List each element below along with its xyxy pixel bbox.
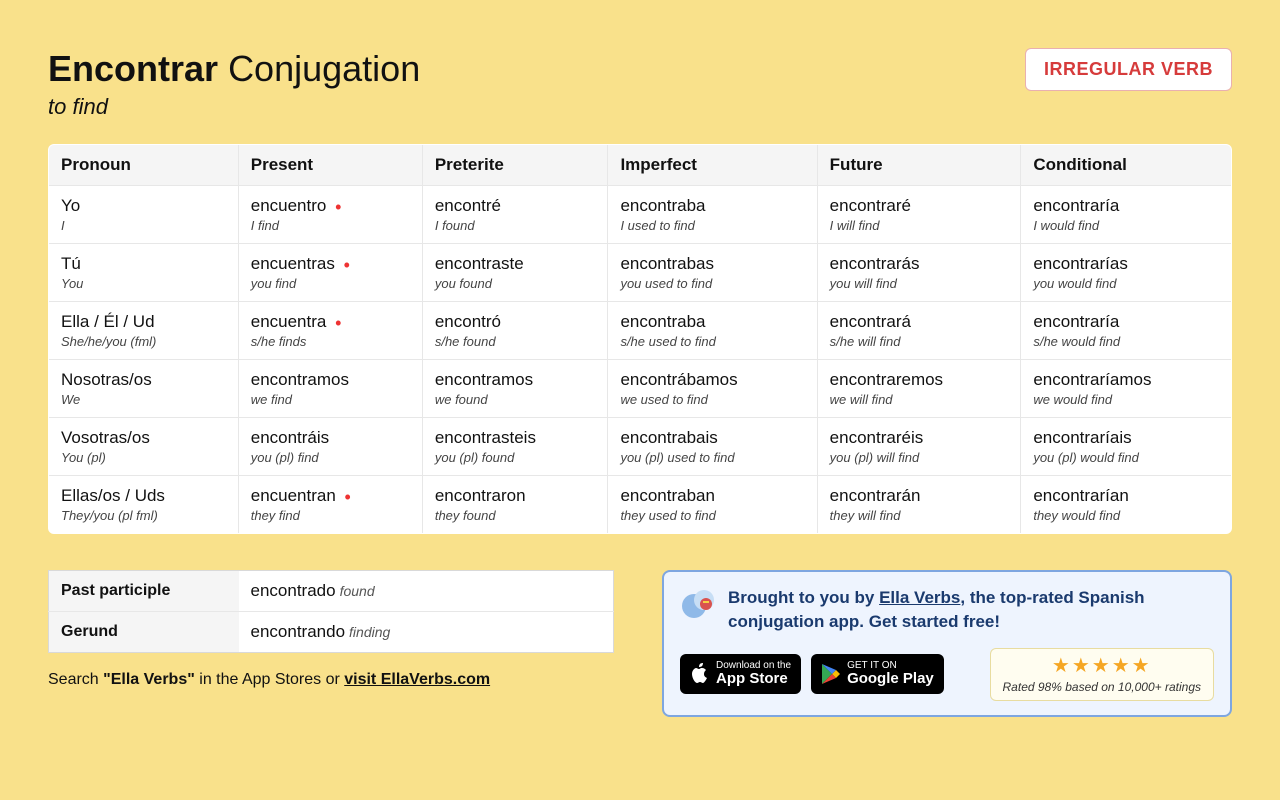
table-row: Ellas/os / UdsThey/you (pl fml)encuentra… bbox=[49, 476, 1232, 534]
pronoun-cell: TúYou bbox=[49, 244, 239, 302]
search-note: Search "Ella Verbs" in the App Stores or… bbox=[48, 671, 614, 689]
imperfect-cell: encontrabasyou used to find bbox=[608, 244, 817, 302]
app-logo-icon bbox=[680, 586, 716, 622]
future-cell: encontraremoswe will find bbox=[817, 360, 1021, 418]
table-row: Vosotras/osYou (pl)encontráisyou (pl) fi… bbox=[49, 418, 1232, 476]
conjugation-table: PronounPresentPreteriteImperfectFutureCo… bbox=[48, 144, 1232, 534]
future-cell: encontraránthey will find bbox=[817, 476, 1021, 534]
preterite-cell: encontramoswe found bbox=[422, 360, 608, 418]
column-header: Imperfect bbox=[608, 145, 817, 186]
irregular-dot-icon: • bbox=[335, 313, 341, 333]
preterite-cell: encontrasteisyou (pl) found bbox=[422, 418, 608, 476]
future-cell: encontrarásyou will find bbox=[817, 244, 1021, 302]
irregular-badge: IRREGULAR VERB bbox=[1025, 48, 1232, 91]
participle-value: encontrandofinding bbox=[239, 612, 614, 653]
preterite-cell: encontraronthey found bbox=[422, 476, 608, 534]
present-cell: encontráisyou (pl) find bbox=[238, 418, 422, 476]
star-icons: ★★★★★ bbox=[1003, 653, 1201, 678]
participle-label: Past participle bbox=[49, 571, 239, 612]
imperfect-cell: encontrabanthey used to find bbox=[608, 476, 817, 534]
participle-row: Past participleencontradofound bbox=[49, 571, 614, 612]
imperfect-cell: encontrábamoswe used to find bbox=[608, 360, 817, 418]
present-cell: encuentra •s/he finds bbox=[238, 302, 422, 360]
imperfect-cell: encontrabas/he used to find bbox=[608, 302, 817, 360]
column-header: Conditional bbox=[1021, 145, 1232, 186]
conditional-cell: encontraríaisyou (pl) would find bbox=[1021, 418, 1232, 476]
table-row: Ella / Él / UdShe/he/you (fml)encuentra … bbox=[49, 302, 1232, 360]
table-row: Nosotras/osWeencontramoswe findencontram… bbox=[49, 360, 1232, 418]
column-header: Pronoun bbox=[49, 145, 239, 186]
title-suffix: Conjugation bbox=[228, 48, 420, 89]
imperfect-cell: encontrabaI used to find bbox=[608, 186, 817, 244]
preterite-cell: encontréI found bbox=[422, 186, 608, 244]
participle-value: encontradofound bbox=[239, 571, 614, 612]
verb-name: Encontrar bbox=[48, 48, 218, 89]
play-icon bbox=[821, 663, 841, 685]
visit-link[interactable]: visit EllaVerbs.com bbox=[344, 671, 490, 688]
present-cell: encuentro •I find bbox=[238, 186, 422, 244]
future-cell: encontraréisyou (pl) will find bbox=[817, 418, 1021, 476]
appstore-button[interactable]: Download on theApp Store bbox=[680, 654, 801, 694]
pronoun-cell: Vosotras/osYou (pl) bbox=[49, 418, 239, 476]
apple-icon bbox=[690, 662, 710, 686]
promo-link[interactable]: Ella Verbs bbox=[879, 588, 960, 607]
participle-row: Gerundencontrandofinding bbox=[49, 612, 614, 653]
conditional-cell: encontraríasyou would find bbox=[1021, 244, 1232, 302]
column-header: Future bbox=[817, 145, 1021, 186]
conditional-cell: encontraríamoswe would find bbox=[1021, 360, 1232, 418]
irregular-dot-icon: • bbox=[335, 197, 341, 217]
preterite-cell: encontrasteyou found bbox=[422, 244, 608, 302]
promo-text: Brought to you by Ella Verbs, the top-ra… bbox=[728, 586, 1214, 634]
present-cell: encontramoswe find bbox=[238, 360, 422, 418]
pronoun-cell: Ella / Él / UdShe/he/you (fml) bbox=[49, 302, 239, 360]
present-cell: encuentras •you find bbox=[238, 244, 422, 302]
table-row: TúYouencuentras •you findencontrasteyou … bbox=[49, 244, 1232, 302]
irregular-dot-icon: • bbox=[344, 255, 350, 275]
column-header: Preterite bbox=[422, 145, 608, 186]
column-header: Present bbox=[238, 145, 422, 186]
pronoun-cell: Ellas/os / UdsThey/you (pl fml) bbox=[49, 476, 239, 534]
preterite-cell: encontrós/he found bbox=[422, 302, 608, 360]
irregular-dot-icon: • bbox=[345, 487, 351, 507]
present-cell: encuentran •they find bbox=[238, 476, 422, 534]
googleplay-button[interactable]: GET IT ONGoogle Play bbox=[811, 654, 944, 694]
verb-meaning: to find bbox=[48, 94, 420, 120]
rating-text: Rated 98% based on 10,000+ ratings bbox=[1003, 680, 1201, 694]
promo-box: Brought to you by Ella Verbs, the top-ra… bbox=[662, 570, 1232, 717]
pronoun-cell: YoI bbox=[49, 186, 239, 244]
pronoun-cell: Nosotras/osWe bbox=[49, 360, 239, 418]
participle-label: Gerund bbox=[49, 612, 239, 653]
future-cell: encontrarás/he will find bbox=[817, 302, 1021, 360]
participle-table: Past participleencontradofoundGerundenco… bbox=[48, 570, 614, 653]
conditional-cell: encontraríaI would find bbox=[1021, 186, 1232, 244]
imperfect-cell: encontrabaisyou (pl) used to find bbox=[608, 418, 817, 476]
table-row: YoIencuentro •I findencontréI foundencon… bbox=[49, 186, 1232, 244]
future-cell: encontraréI will find bbox=[817, 186, 1021, 244]
conditional-cell: encontrarías/he would find bbox=[1021, 302, 1232, 360]
conditional-cell: encontraríanthey would find bbox=[1021, 476, 1232, 534]
page-title: Encontrar Conjugation bbox=[48, 48, 420, 90]
rating-box: ★★★★★ Rated 98% based on 10,000+ ratings bbox=[990, 648, 1214, 701]
